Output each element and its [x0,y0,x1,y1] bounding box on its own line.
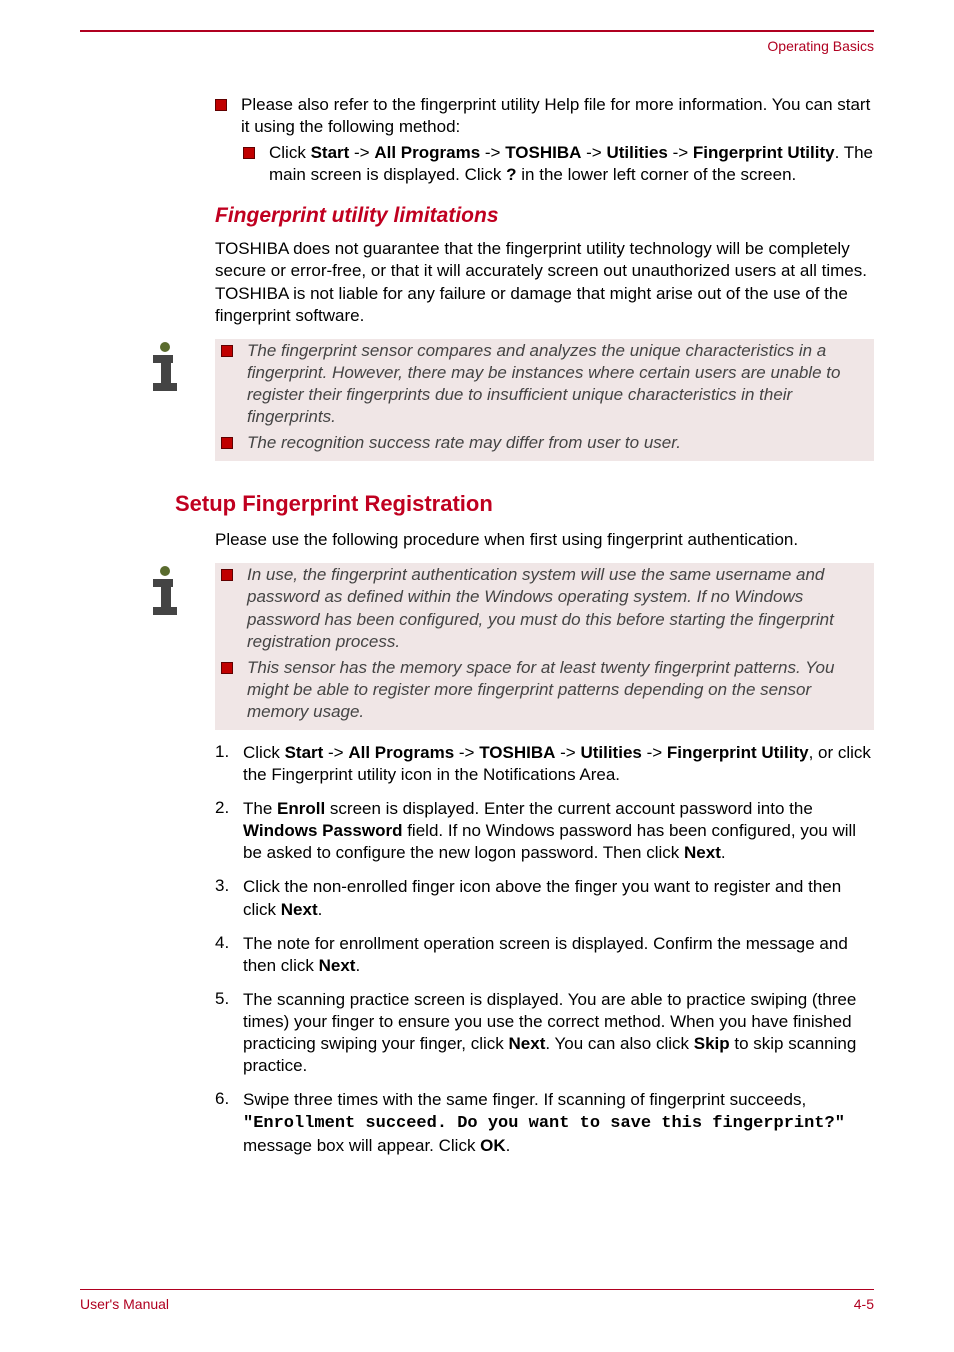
step-item: 3. Click the non-enrolled finger icon ab… [215,876,874,920]
step-item: 4. The note for enrollment operation scr… [215,933,874,977]
body-paragraph: TOSHIBA does not guarantee that the fing… [215,238,874,326]
note-text: The recognition success rate may differ … [247,432,681,454]
text-bold: ? [506,165,516,184]
step-number: 2. [215,798,243,864]
bullet-icon [221,569,233,581]
text-run: . [506,1136,511,1155]
step-text: Swipe three times with the same finger. … [243,1089,874,1157]
note-bullet: This sensor has the memory space for at … [215,657,864,723]
chapter-title: Operating Basics [80,38,874,54]
step-text: Click Start -> All Programs -> TOSHIBA -… [243,742,874,786]
section-heading: Setup Fingerprint Registration [175,491,874,517]
text-bold: Next [319,956,356,975]
text-bold: Fingerprint Utility [667,743,809,762]
text-bold: Windows Password [243,821,402,840]
step-item: 6. Swipe three times with the same finge… [215,1089,874,1157]
note-bullet: In use, the fingerprint authentication s… [215,564,864,652]
text-bold: OK [480,1136,506,1155]
bullet-item-nested: Click Start -> All Programs -> TOSHIBA -… [243,142,874,186]
text-bold: TOSHIBA [505,143,581,162]
step-number: 4. [215,933,243,977]
info-icon [143,339,187,461]
step-item: 1. Click Start -> All Programs -> TOSHIB… [215,742,874,786]
text-mono: "Enrollment succeed. Do you want to save… [243,1114,845,1133]
text-bold: All Programs [374,143,480,162]
text-bold: Utilities [606,143,667,162]
text-bold: Next [684,843,721,862]
footer-right: 4-5 [854,1296,874,1312]
note-bullet: The recognition success rate may differ … [215,432,864,454]
step-number: 5. [215,989,243,1077]
text-bold: Next [509,1034,546,1053]
bullet-icon [215,99,227,111]
bullet-icon [243,147,255,159]
text-run: Click the non-enrolled finger icon above… [243,877,841,918]
text-bold: Enroll [277,799,325,818]
text-bold: Fingerprint Utility [693,143,835,162]
text-run: . [318,900,323,919]
text-run: in the lower left corner of the screen. [517,165,797,184]
step-number: 6. [215,1089,243,1157]
text-bold: Start [285,743,324,762]
text-run: . [721,843,726,862]
text-bold: All Programs [348,743,454,762]
note-text: In use, the fingerprint authentication s… [247,564,864,652]
text-run: Click [269,143,311,162]
text-run: Swipe three times with the same finger. … [243,1090,806,1109]
bullet-icon [221,437,233,449]
header-rule [80,30,874,32]
bullet-text: Click Start -> All Programs -> TOSHIBA -… [269,142,874,186]
step-text: Click the non-enrolled finger icon above… [243,876,874,920]
text-bold: Next [281,900,318,919]
step-text: The Enroll screen is displayed. Enter th… [243,798,874,864]
section-heading: Fingerprint utility limitations [215,204,874,228]
note-text: This sensor has the memory space for at … [247,657,864,723]
step-number: 3. [215,876,243,920]
bullet-icon [221,345,233,357]
bullet-item: Please also refer to the fingerprint uti… [215,94,874,138]
text-run: . You can also click [545,1034,693,1053]
step-text: The scanning practice screen is displaye… [243,989,874,1077]
text-bold: Start [311,143,350,162]
page-footer: User's Manual 4-5 [80,1289,874,1312]
body-paragraph: Please use the following procedure when … [215,529,874,551]
footer-left: User's Manual [80,1296,169,1312]
step-number: 1. [215,742,243,786]
text-bold: Utilities [580,743,641,762]
note-block: In use, the fingerprint authentication s… [143,563,874,730]
text-run: . [355,956,360,975]
text-run: The [243,799,277,818]
text-run: screen is displayed. Enter the current a… [325,799,813,818]
text-bold: Skip [694,1034,730,1053]
step-item: 2. The Enroll screen is displayed. Enter… [215,798,874,864]
note-bullet: The fingerprint sensor compares and anal… [215,340,864,428]
bullet-icon [221,662,233,674]
text-run: message box will appear. Click [243,1136,480,1155]
bullet-text: Please also refer to the fingerprint uti… [241,94,874,138]
note-block: The fingerprint sensor compares and anal… [143,339,874,461]
info-icon [143,563,187,730]
note-text: The fingerprint sensor compares and anal… [247,340,864,428]
text-bold: TOSHIBA [479,743,555,762]
step-item: 5. The scanning practice screen is displ… [215,989,874,1077]
text-run: Click [243,743,285,762]
step-text: The note for enrollment operation screen… [243,933,874,977]
